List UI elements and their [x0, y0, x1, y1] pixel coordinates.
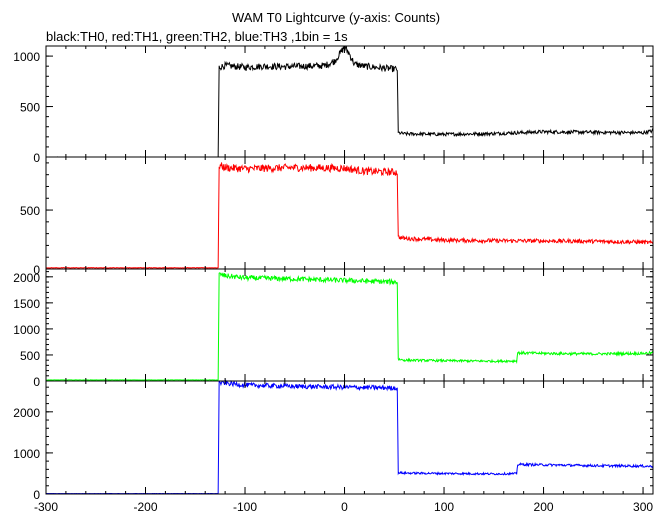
y-tick-label-2-3: 1500	[13, 297, 40, 311]
chart-subtitle: black:TH0, red:TH1, green:TH2, blue:TH3 …	[46, 29, 348, 44]
y-tick-label-1-0: 0	[33, 263, 40, 277]
panel-frame-2	[45, 268, 654, 382]
series-line-2	[45, 272, 654, 381]
x-tick-label-3: 0	[341, 500, 348, 514]
panel-0: 0 500 1000	[13, 45, 654, 165]
y-tick-label-1-1: 500	[20, 204, 40, 218]
x-tick-label-4: 100	[434, 500, 454, 514]
x-tick-label-5: 200	[534, 500, 554, 514]
y-tick-label-2-4: 2000	[13, 271, 40, 285]
y-tick-label-3-1: 1000	[13, 447, 40, 461]
y-tick-label-0-0: 0	[33, 151, 40, 165]
y-tick-label-2-0: 0	[33, 375, 40, 389]
y-tick-label-0-2: 1000	[13, 50, 40, 64]
series-line-3	[45, 379, 654, 495]
y-tick-label-3-2: 2000	[13, 406, 40, 420]
y-tick-label-3-0: 0	[33, 488, 40, 502]
y-tick-label-2-1: 500	[20, 349, 40, 363]
panel-3: 0 1000 2000	[13, 379, 654, 502]
panel-frame-3	[45, 380, 654, 495]
x-axis: -300 -200 -100 0 100 200 300	[34, 500, 653, 514]
x-tick-label-0: -300	[34, 500, 58, 514]
panel-frame-1	[45, 156, 654, 270]
panel-1: 0 500	[20, 156, 654, 277]
x-tick-label-2: -100	[233, 500, 257, 514]
y-tick-label-2-2: 1000	[13, 323, 40, 337]
panel-2: 0 500 1000 1500 2000	[13, 268, 654, 389]
series-line-1	[45, 162, 654, 269]
chart-title: WAM T0 Lightcurve (y-axis: Counts)	[232, 10, 440, 25]
series-line-0	[45, 46, 654, 158]
x-tick-label-6: 300	[633, 500, 653, 514]
y-tick-label-0-1: 500	[20, 101, 40, 115]
panel-frame-0	[45, 45, 654, 158]
x-tick-label-1: -200	[133, 500, 157, 514]
